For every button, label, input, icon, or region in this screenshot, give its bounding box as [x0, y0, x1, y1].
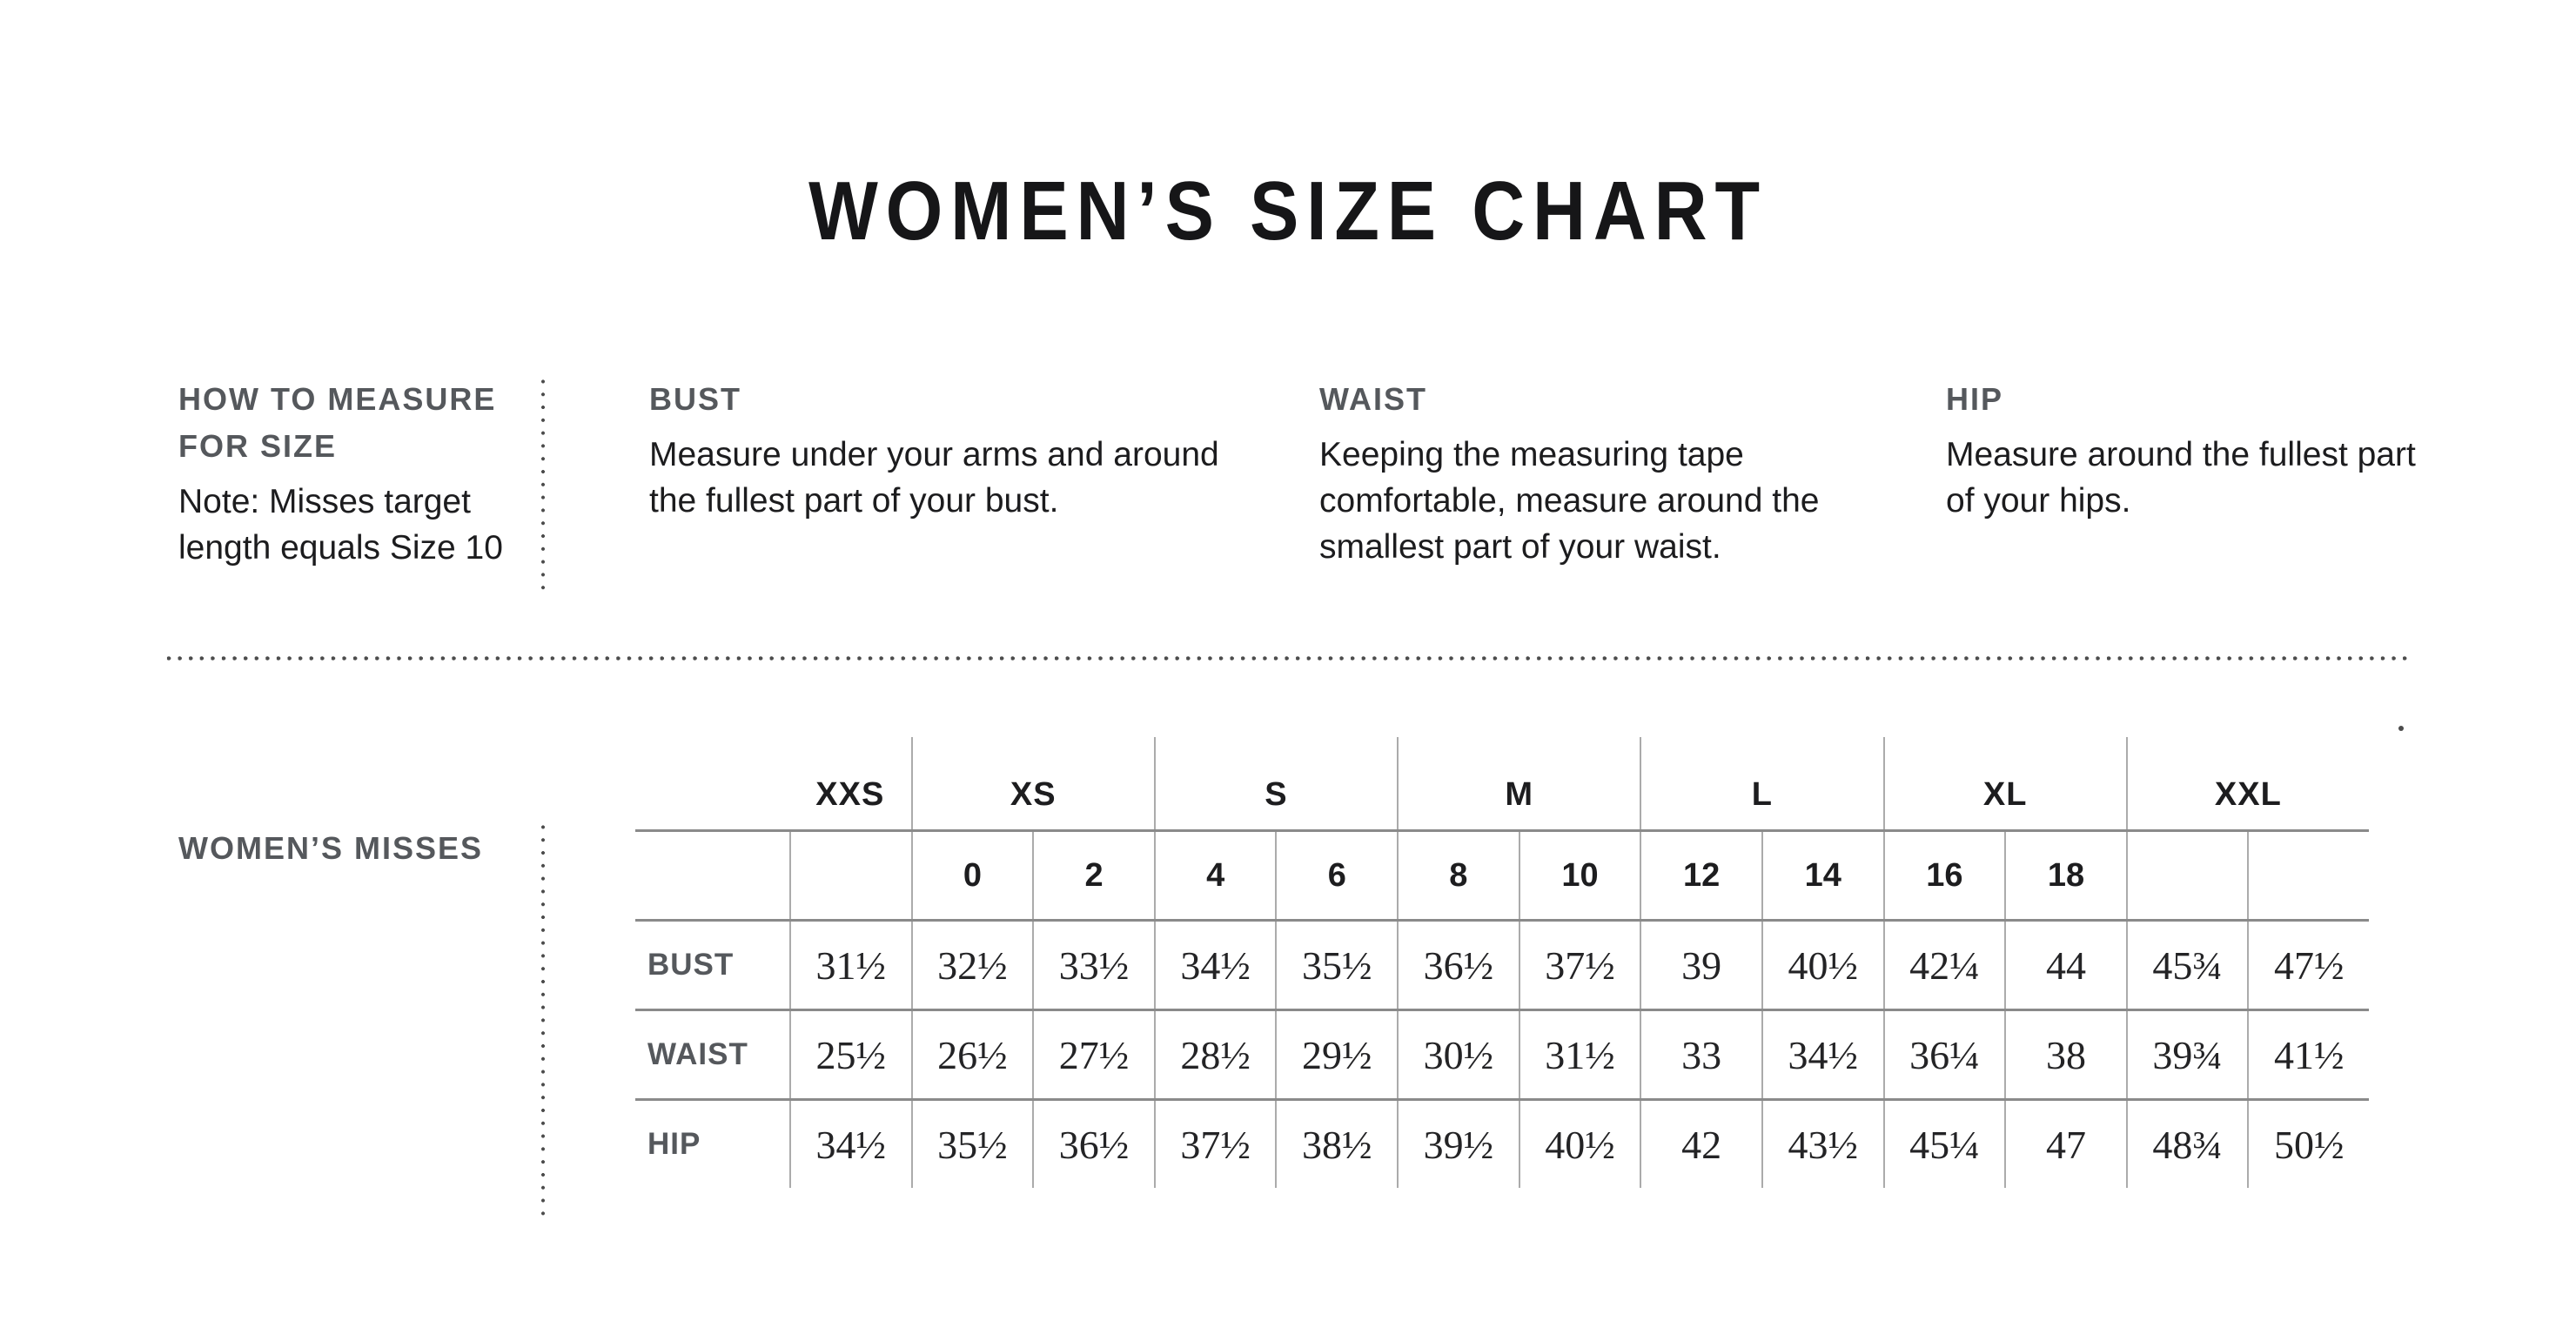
measurement-value-cell: 47½ — [2247, 922, 2369, 1009]
numeric-size-cell: 6 — [1275, 832, 1397, 919]
measurement-value-cell: 31½ — [789, 922, 911, 1009]
measurement-value-cell: 38½ — [1275, 1101, 1397, 1188]
measurement-value-cell: 35½ — [1275, 922, 1397, 1009]
measurement-value-cell: 35½ — [910, 1101, 1033, 1188]
dotted-divider-horizontal — [165, 654, 2411, 662]
bust-guide-heading: BUST — [649, 381, 741, 417]
measurement-value-cell: 27½ — [1032, 1011, 1154, 1098]
numeric-size-cell: 18 — [2004, 832, 2126, 919]
size-group-s: S — [1153, 737, 1397, 829]
numeric-size-cell: 8 — [1397, 832, 1519, 919]
measurement-value-cell: 39¾ — [2125, 1011, 2248, 1098]
dotted-divider-vertical-table — [540, 823, 547, 1217]
measurement-value-cell: 48¾ — [2125, 1101, 2248, 1188]
measurement-value-cell: 34½ — [789, 1101, 911, 1188]
numeric-size-cell: 4 — [1153, 832, 1276, 919]
measurement-value-cell: 47 — [2004, 1101, 2126, 1188]
measurement-value-cell: 38 — [2004, 1011, 2126, 1098]
numeric-size-cell: 2 — [1032, 832, 1154, 919]
measurement-value-cell: 40½ — [1761, 922, 1883, 1009]
numeric-size-cell — [789, 832, 911, 919]
how-to-measure-block: HOW TO MEASURE FOR SIZE Note: Misses tar… — [178, 376, 544, 571]
measurement-value-cell: 40½ — [1518, 1101, 1640, 1188]
size-group-m: M — [1397, 737, 1640, 829]
header-spacer-cell — [635, 737, 789, 829]
row-label-hip: HIP — [647, 1127, 701, 1161]
measurement-value-cell: 44 — [2004, 922, 2126, 1009]
measurement-value-cell: 45¼ — [1882, 1101, 2005, 1188]
size-table: XXS XS S M L XL XXL 0 2 4 6 8 10 12 14 16 18 BUST 31½ 32½ 33… — [635, 737, 2369, 1188]
numeric-size-cell: 16 — [1882, 832, 2005, 919]
bust-guide-text: Measure under your arms and around the f… — [649, 436, 1219, 520]
measurement-value-cell: 32½ — [910, 922, 1033, 1009]
size-group-xxl: XXL — [2125, 737, 2369, 829]
measurement-value-cell: 30½ — [1397, 1011, 1519, 1098]
measurement-value-cell: 37½ — [1153, 1101, 1276, 1188]
waist-guide-text: Keeping the measuring tape comfortable, … — [1319, 436, 1820, 566]
measurement-value-cell: 43½ — [1761, 1101, 1883, 1188]
how-to-measure-note: Note: Misses target length equals Size 1… — [178, 483, 503, 567]
measurement-value-cell: 45¾ — [2125, 922, 2248, 1009]
bust-guide-block: BUST Measure under your arms and around … — [649, 376, 1258, 524]
measurement-value-cell: 39 — [1640, 922, 1761, 1009]
size-group-xs: XS — [910, 737, 1154, 829]
hip-guide-block: HIP Measure around the fullest part of y… — [1946, 376, 2555, 524]
numeric-size-cell: 14 — [1761, 832, 1883, 919]
row-label-bust: BUST — [647, 948, 735, 982]
section-label-womens-misses: WOMEN’S MISSES — [178, 830, 484, 866]
dotted-divider-vertical-top — [540, 378, 547, 599]
measurement-row-waist: WAIST 25½ 26½ 27½ 28½ 29½ 30½ 31½ 33 34½ 36¼ 38 39¾ 4… — [635, 1009, 2369, 1098]
size-group-header-row: XXS XS S M L XL XXL — [635, 737, 2369, 829]
measurement-value-cell: 36½ — [1397, 922, 1519, 1009]
measurement-value-cell: 37½ — [1518, 922, 1640, 1009]
measurement-value-cell: 29½ — [1275, 1011, 1397, 1098]
measurement-value-cell: 39½ — [1397, 1101, 1519, 1188]
waist-guide-block: WAIST Keeping the measuring tape comfort… — [1319, 376, 1929, 570]
measurement-value-cell: 26½ — [910, 1011, 1033, 1098]
numeric-size-cell: 10 — [1518, 832, 1640, 919]
size-group-l: L — [1640, 737, 1882, 829]
measurement-value-cell: 31½ — [1518, 1011, 1640, 1098]
measurement-value-cell: 42¼ — [1882, 922, 2005, 1009]
measurement-value-cell: 25½ — [789, 1011, 911, 1098]
measurement-row-hip: HIP 34½ 35½ 36½ 37½ 38½ 39½ 40½ 42 43½ 45¼ 47 48¾ 50½ — [635, 1098, 2369, 1188]
measurement-value-cell: 50½ — [2247, 1101, 2369, 1188]
measurement-value-cell: 34½ — [1761, 1011, 1883, 1098]
measurement-value-cell: 34½ — [1153, 922, 1276, 1009]
how-to-measure-heading: HOW TO MEASURE FOR SIZE — [178, 381, 497, 464]
waist-guide-heading: WAIST — [1319, 381, 1427, 417]
measurement-value-cell: 36¼ — [1882, 1011, 2005, 1098]
row-label-waist: WAIST — [647, 1037, 748, 1071]
measurement-value-cell: 33½ — [1032, 922, 1154, 1009]
stray-dot — [2398, 726, 2404, 731]
measurement-value-cell: 42 — [1640, 1101, 1761, 1188]
measurement-value-cell: 36½ — [1032, 1101, 1154, 1188]
measurement-value-cell: 41½ — [2247, 1011, 2369, 1098]
size-group-xxs: XXS — [815, 776, 885, 813]
hip-guide-heading: HIP — [1946, 381, 2004, 417]
numeric-size-cell — [2125, 832, 2248, 919]
page-title: WOMEN’S SIZE CHART — [808, 164, 1768, 258]
measurement-value-cell: 28½ — [1153, 1011, 1276, 1098]
measurement-row-bust: BUST 31½ 32½ 33½ 34½ 35½ 36½ 37½ 39 40½ 42¼ 44 45¾ 47… — [635, 919, 2369, 1009]
hip-guide-text: Measure around the fullest part of your … — [1946, 436, 2416, 520]
measurement-value-cell: 33 — [1640, 1011, 1761, 1098]
numeric-size-cell — [2247, 832, 2369, 919]
size-group-xl: XL — [1882, 737, 2126, 829]
numeric-size-cell: 12 — [1640, 832, 1761, 919]
numeric-row-label-cell — [635, 832, 789, 919]
numeric-size-row: 0 2 4 6 8 10 12 14 16 18 — [635, 829, 2369, 919]
numeric-size-cell: 0 — [910, 832, 1033, 919]
